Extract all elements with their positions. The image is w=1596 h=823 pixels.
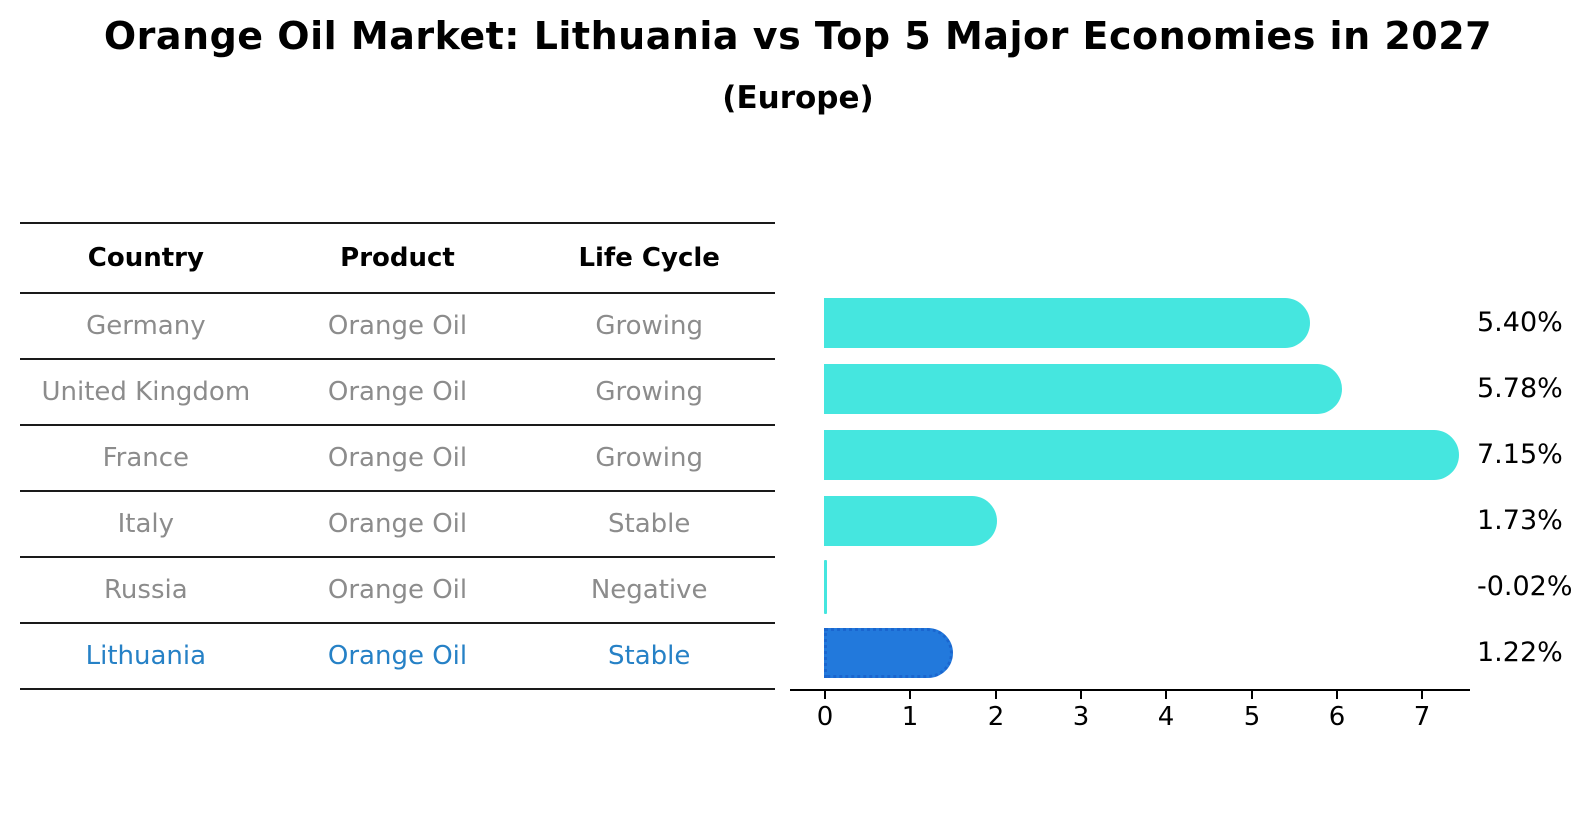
- table-cell: Growing: [595, 311, 703, 341]
- table-row: France Orange Oil Growing: [20, 426, 775, 492]
- x-tick-label: 5: [1243, 702, 1261, 732]
- x-tick-label: 3: [1072, 702, 1090, 732]
- table-row: Lithuania Orange Oil Stable: [20, 624, 775, 690]
- table-cell: Growing: [595, 377, 703, 407]
- x-tick-mark: [909, 691, 911, 699]
- bar: [824, 560, 827, 614]
- x-tick-label: 1: [901, 702, 919, 732]
- country-table: Country Product Life Cycle Germany Orange O…: [20, 222, 775, 690]
- bar: [824, 496, 997, 546]
- table-header-cell: Life Cycle: [578, 243, 720, 273]
- bar-highlight: [824, 628, 953, 678]
- bar: [824, 430, 1459, 480]
- table-cell: Lithuania: [85, 641, 207, 671]
- chart-subtitle: (Europe): [722, 80, 874, 116]
- table-cell: Stable: [608, 509, 691, 539]
- table-cell: Stable: [608, 641, 691, 671]
- bar-value-label: 1.22%: [1477, 637, 1563, 668]
- x-tick-label: 7: [1413, 702, 1431, 732]
- bar-value-label: 1.73%: [1477, 505, 1563, 536]
- table-cell: Italy: [117, 509, 175, 539]
- table-header-cell: Country: [87, 243, 204, 273]
- bar: [824, 364, 1342, 414]
- table-cell: Orange Oil: [327, 575, 468, 605]
- x-tick-mark: [1251, 691, 1253, 699]
- table-cell: Growing: [595, 443, 703, 473]
- table-cell: United Kingdom: [41, 377, 251, 407]
- x-axis-line: [790, 689, 1470, 691]
- x-tick-label: 4: [1157, 702, 1175, 732]
- table-cell: Germany: [86, 311, 206, 341]
- table-row: Germany Orange Oil Growing: [20, 294, 775, 360]
- bar: [824, 298, 1310, 348]
- table-cell: Negative: [590, 575, 708, 605]
- x-tick-mark: [1421, 691, 1423, 699]
- table-cell: Orange Oil: [327, 443, 468, 473]
- table-row: Russia Orange Oil Negative: [20, 558, 775, 624]
- table-row: United Kingdom Orange Oil Growing: [20, 360, 775, 426]
- table-row: Italy Orange Oil Stable: [20, 492, 775, 558]
- table-body: Germany Orange Oil Growing United Kingdom Or…: [20, 294, 775, 690]
- table-cell: France: [102, 443, 190, 473]
- table-cell: Russia: [104, 575, 188, 605]
- x-tick-mark: [1165, 691, 1167, 699]
- bar-value-label: 5.78%: [1477, 373, 1563, 404]
- x-tick-mark: [1336, 691, 1338, 699]
- bar-value-label: -0.02%: [1477, 571, 1573, 602]
- bar-value-label: 5.40%: [1477, 307, 1563, 338]
- table-cell: Orange Oil: [327, 509, 468, 539]
- chart-title: Orange Oil Market: Lithuania vs Top 5 Ma…: [103, 14, 1493, 58]
- table-cell: Orange Oil: [327, 641, 468, 671]
- x-tick-label: 2: [987, 702, 1005, 732]
- x-tick-label: 6: [1328, 702, 1346, 732]
- table-header-cell: Product: [340, 243, 455, 273]
- x-tick-mark: [995, 691, 997, 699]
- x-tick-mark: [824, 691, 826, 699]
- bar-value-label: 7.15%: [1477, 439, 1563, 470]
- table-cell: Orange Oil: [327, 311, 468, 341]
- x-tick-label: 0: [816, 702, 834, 732]
- x-tick-mark: [1080, 691, 1082, 699]
- table-header-row: Country Product Life Cycle: [20, 224, 775, 294]
- table-cell: Orange Oil: [327, 377, 468, 407]
